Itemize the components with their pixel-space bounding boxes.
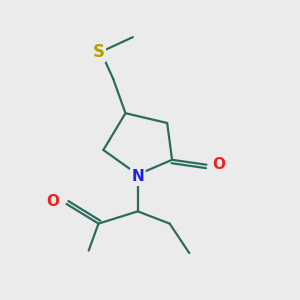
Text: S: S [92, 43, 104, 61]
Text: N: N [131, 169, 144, 184]
Text: O: O [213, 157, 226, 172]
Text: O: O [46, 194, 59, 209]
